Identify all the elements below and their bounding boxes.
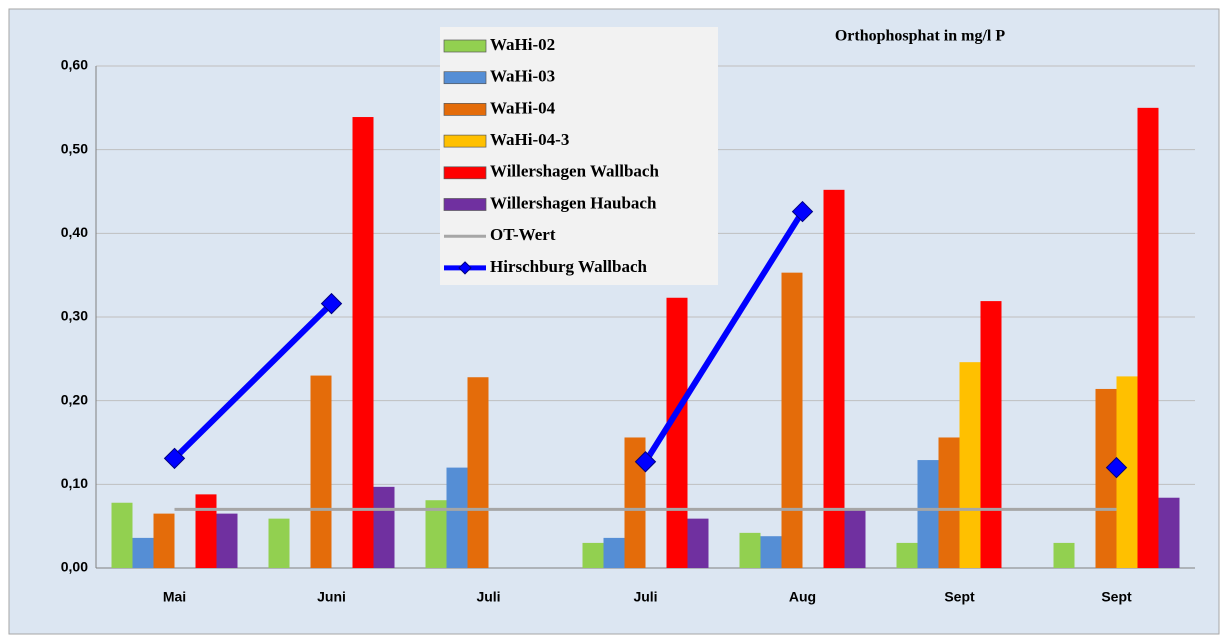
bar xyxy=(373,486,395,568)
bar xyxy=(446,467,468,568)
legend-label: WaHi-04 xyxy=(490,98,556,117)
bar xyxy=(216,513,238,568)
bar xyxy=(603,537,625,568)
bar xyxy=(582,542,604,568)
bar xyxy=(624,437,646,568)
y-tick-label: 0,00 xyxy=(61,559,88,575)
bar xyxy=(666,297,688,568)
legend-label: WaHi-03 xyxy=(490,67,555,86)
legend-swatch xyxy=(443,103,487,116)
bar xyxy=(760,536,782,568)
bar xyxy=(917,460,939,568)
y-tick-label: 0,30 xyxy=(61,308,88,324)
bar xyxy=(938,437,960,568)
bar xyxy=(195,494,217,568)
legend-label: Hirschburg Wallbach xyxy=(490,257,648,276)
marker xyxy=(634,451,657,473)
legend-label: Willershagen Haubach xyxy=(490,193,657,212)
line-series xyxy=(642,209,806,464)
marker xyxy=(320,292,343,315)
legend-label: Willershagen Wallbach xyxy=(490,162,659,181)
bar xyxy=(844,510,866,568)
bar xyxy=(132,537,154,568)
legend-swatch xyxy=(443,134,487,148)
legend-label: WaHi-02 xyxy=(490,35,555,54)
bar xyxy=(1137,107,1159,568)
bar xyxy=(425,500,447,568)
y-tick-label: 0,50 xyxy=(61,140,88,156)
bar xyxy=(781,272,803,568)
legend-swatch xyxy=(443,198,487,211)
bar xyxy=(980,301,1002,568)
bar xyxy=(959,362,981,568)
marker xyxy=(163,447,186,470)
x-tick-label: Sept xyxy=(944,589,975,605)
marker xyxy=(791,200,814,223)
legend-box xyxy=(440,27,718,285)
bar xyxy=(1158,497,1180,568)
x-tick-label: Mai xyxy=(163,589,186,605)
legend-label: OT-Wert xyxy=(490,225,556,244)
x-tick-label: Juli xyxy=(633,589,657,605)
bar xyxy=(896,542,918,568)
line-series xyxy=(172,301,334,461)
y-tick-label: 0,10 xyxy=(61,475,88,491)
bar xyxy=(1053,542,1075,568)
marker xyxy=(1105,456,1128,479)
bar xyxy=(823,189,845,568)
x-tick-label: Aug xyxy=(789,589,816,605)
bar xyxy=(739,532,761,568)
bar xyxy=(111,502,133,568)
bar xyxy=(268,518,290,568)
y-tick-label: 0,60 xyxy=(61,57,88,73)
bar xyxy=(352,117,374,568)
x-tick-label: Juli xyxy=(476,589,500,605)
bar xyxy=(687,518,709,568)
bar xyxy=(1116,376,1138,568)
legend-swatch xyxy=(443,166,487,180)
y-tick-label: 0,20 xyxy=(61,391,88,407)
legend-marker xyxy=(458,261,472,275)
bar xyxy=(310,375,332,568)
legend-swatch xyxy=(443,71,487,85)
bar xyxy=(467,377,489,568)
legend-label: WaHi-04-3 xyxy=(490,130,569,149)
chart-title: Orthophosphat in mg/l P xyxy=(835,28,1005,45)
x-tick-label: Sept xyxy=(1101,589,1132,605)
bar xyxy=(1095,388,1117,568)
y-tick-label: 0,40 xyxy=(61,224,88,240)
bar xyxy=(153,513,175,568)
x-tick-label: Juni xyxy=(317,589,346,605)
legend-swatch xyxy=(443,39,487,53)
